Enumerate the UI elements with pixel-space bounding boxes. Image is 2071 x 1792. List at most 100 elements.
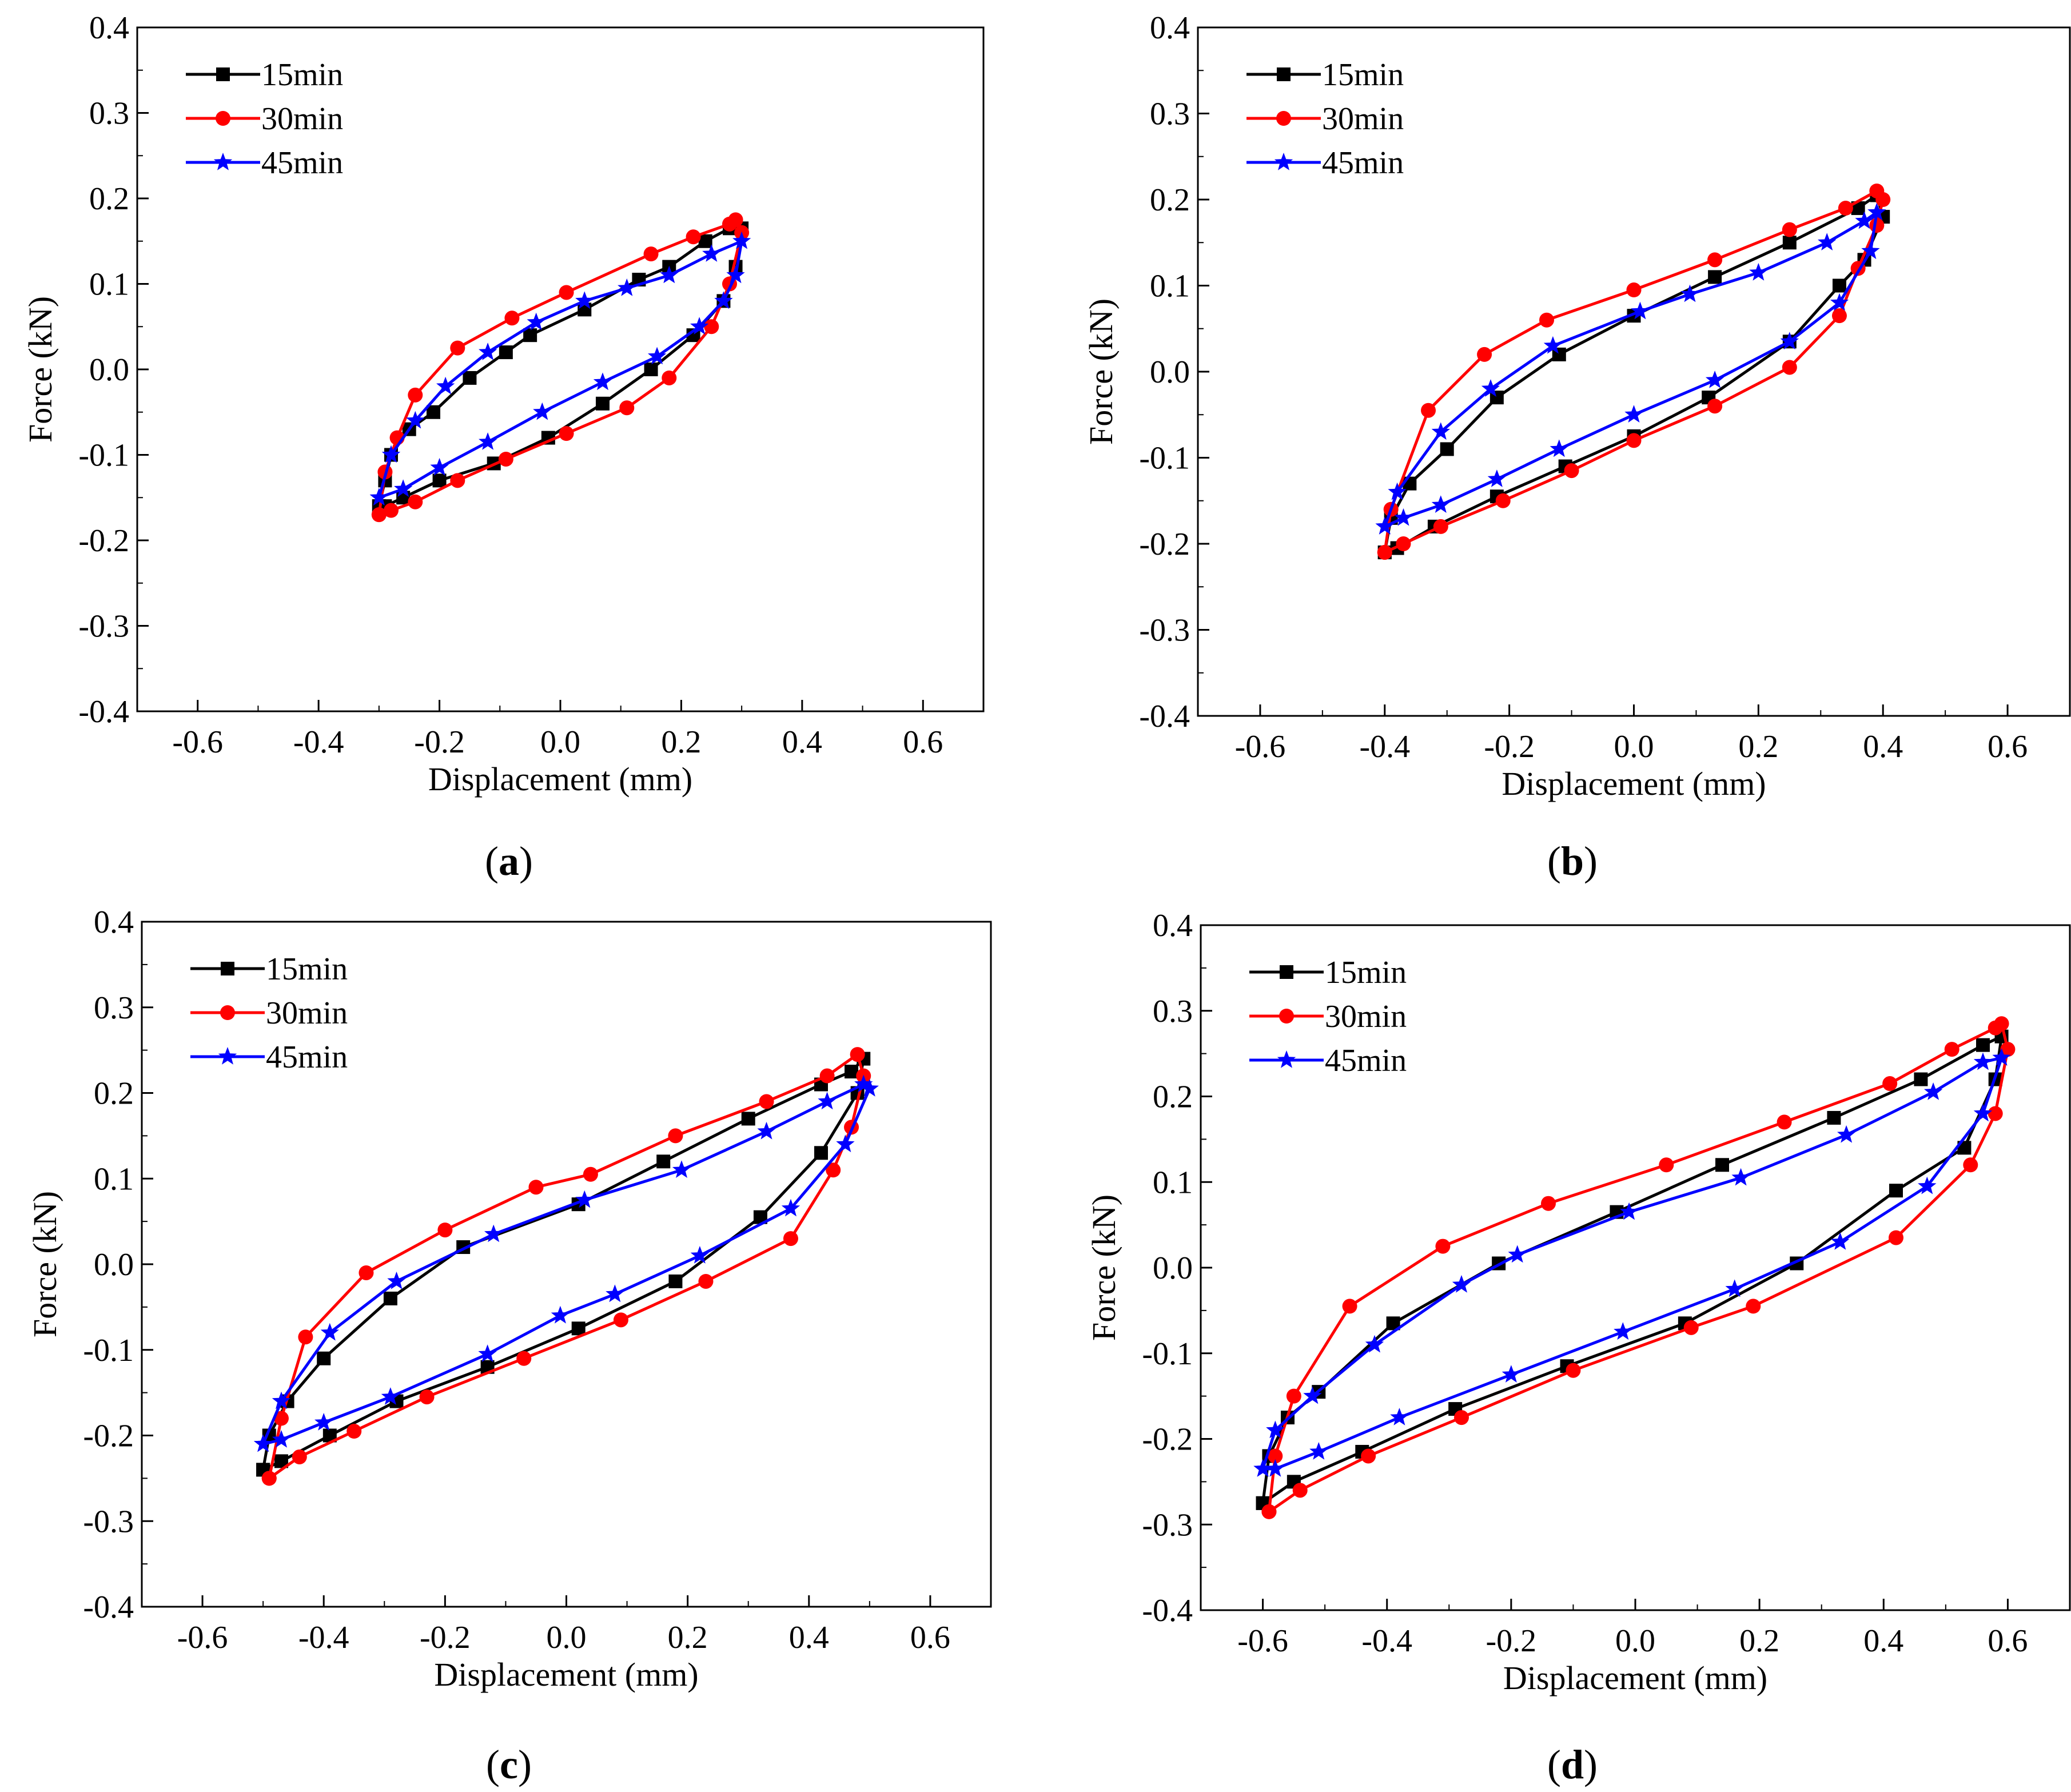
data-point-45min xyxy=(1452,1275,1471,1293)
data-point-15min xyxy=(383,1291,397,1305)
legend-label-45min: 45min xyxy=(261,145,343,181)
series-line-15min xyxy=(261,1057,865,1471)
series-line-45min xyxy=(1261,1056,2004,1471)
legend-label-15min: 15min xyxy=(1325,955,1407,990)
data-point-30min xyxy=(261,1471,277,1486)
data-point-45min xyxy=(836,1134,855,1153)
x-tick-label: -0.4 xyxy=(1361,1623,1412,1659)
y-tick-label: -0.2 xyxy=(83,1419,134,1454)
y-axis-title: Force (kN) xyxy=(22,296,59,443)
data-point-45min xyxy=(757,1121,776,1140)
data-point-45min xyxy=(479,432,497,450)
data-point-45min xyxy=(593,372,612,391)
x-tick-label: 0.0 xyxy=(540,724,580,760)
y-tick-label: -0.1 xyxy=(1139,441,1190,476)
data-point-45min xyxy=(1831,1232,1850,1250)
legend-label-30min: 30min xyxy=(266,995,348,1031)
series-line-45min xyxy=(261,1083,871,1445)
data-point-30min xyxy=(273,1411,289,1426)
data-point-45min xyxy=(1624,405,1643,423)
data-point-30min xyxy=(1889,1230,1903,1245)
data-point-30min xyxy=(1831,308,1847,324)
chart-panel-a: -0.6 -0.4 -0.2 0.0 0.2 0.4 0.6 -0.4 -0.3 -0.2 -0.1… xyxy=(22,10,985,884)
y-tick-label: -0.1 xyxy=(1142,1336,1193,1372)
data-point-45min xyxy=(732,231,751,249)
legend-marker-45min xyxy=(213,153,233,170)
caption-close: ) xyxy=(518,1742,532,1787)
data-point-45min xyxy=(272,1430,291,1448)
data-point-45min xyxy=(714,291,733,309)
data-point-30min xyxy=(408,494,423,509)
y-tick-label: 0.2 xyxy=(94,1076,134,1112)
series-45min xyxy=(1253,1048,2011,1477)
data-point-30min xyxy=(292,1449,307,1464)
data-point-45min xyxy=(690,1246,709,1264)
data-point-15min xyxy=(463,371,477,385)
data-point-45min xyxy=(1365,1335,1384,1353)
y-tick-label: -0.2 xyxy=(78,523,129,559)
y-tick-label: 0.4 xyxy=(94,905,134,940)
data-point-30min xyxy=(1421,403,1436,418)
data-point-45min xyxy=(1388,482,1407,500)
legend-marker-30min xyxy=(1279,1009,1294,1024)
data-point-45min xyxy=(781,1198,800,1217)
x-tick-label: 0.2 xyxy=(1738,729,1778,764)
y-tick-label: 0.0 xyxy=(1150,355,1190,390)
legend-marker-30min xyxy=(216,111,230,126)
caption-open: ( xyxy=(486,1742,500,1787)
series-45min xyxy=(1375,202,1886,535)
data-point-30min xyxy=(1495,493,1511,508)
y-tick-label: 0.0 xyxy=(1153,1251,1193,1286)
data-point-15min xyxy=(1782,236,1797,250)
data-point-45min xyxy=(1725,1279,1744,1297)
data-point-45min xyxy=(1837,1125,1856,1143)
data-point-15min xyxy=(1708,270,1722,284)
data-point-30min xyxy=(619,400,635,416)
data-point-45min xyxy=(484,1224,503,1243)
data-point-15min xyxy=(432,473,447,488)
y-tick-label: 0.2 xyxy=(1150,182,1190,218)
series-45min xyxy=(369,231,751,505)
legend: 15min 30min 45min xyxy=(186,57,343,181)
y-tick-label: -0.4 xyxy=(78,694,129,730)
data-point-30min xyxy=(347,1424,362,1439)
y-tick-label: 0.4 xyxy=(89,10,129,46)
x-tick-label: -0.2 xyxy=(420,1620,471,1655)
series-45min xyxy=(254,1074,879,1452)
x-axis-title: Displacement (mm) xyxy=(1503,1659,1767,1697)
data-point-45min xyxy=(854,1074,873,1093)
data-point-30min xyxy=(1377,545,1392,560)
data-point-30min xyxy=(384,503,399,518)
data-point-30min xyxy=(1396,536,1411,551)
y-tick-label: 0.1 xyxy=(89,267,129,302)
data-point-45min xyxy=(406,411,425,429)
data-point-45min xyxy=(860,1079,879,1097)
data-point-45min xyxy=(436,376,455,395)
data-point-30min xyxy=(1683,1320,1699,1335)
data-point-45min xyxy=(1543,336,1563,354)
data-point-30min xyxy=(359,1265,374,1280)
caption-close: ) xyxy=(1584,1742,1598,1787)
data-point-30min xyxy=(1261,1504,1277,1519)
data-point-30min xyxy=(528,1180,544,1195)
data-point-45min xyxy=(1375,516,1394,535)
data-point-45min xyxy=(1780,332,1799,350)
data-point-30min xyxy=(583,1166,598,1182)
data-point-45min xyxy=(1253,1459,1272,1477)
panel-caption: (c) xyxy=(486,1742,532,1787)
legend-marker-45min xyxy=(1274,153,1293,170)
data-point-30min xyxy=(1626,282,1642,298)
data-point-30min xyxy=(419,1389,435,1405)
data-point-30min xyxy=(1963,1157,1978,1173)
data-point-45min xyxy=(1266,1420,1285,1439)
x-axis-title: Displacement (mm) xyxy=(434,1656,698,1693)
data-point-15min xyxy=(1715,1158,1729,1172)
data-point-45min xyxy=(1818,233,1837,250)
data-point-30min xyxy=(1292,1483,1308,1498)
data-point-30min xyxy=(2000,1042,2016,1057)
panel-caption: (a) xyxy=(485,838,533,884)
caption-close: ) xyxy=(1584,838,1598,884)
data-point-30min xyxy=(1875,192,1891,207)
data-point-15min xyxy=(698,234,712,248)
data-point-45min xyxy=(575,291,594,309)
